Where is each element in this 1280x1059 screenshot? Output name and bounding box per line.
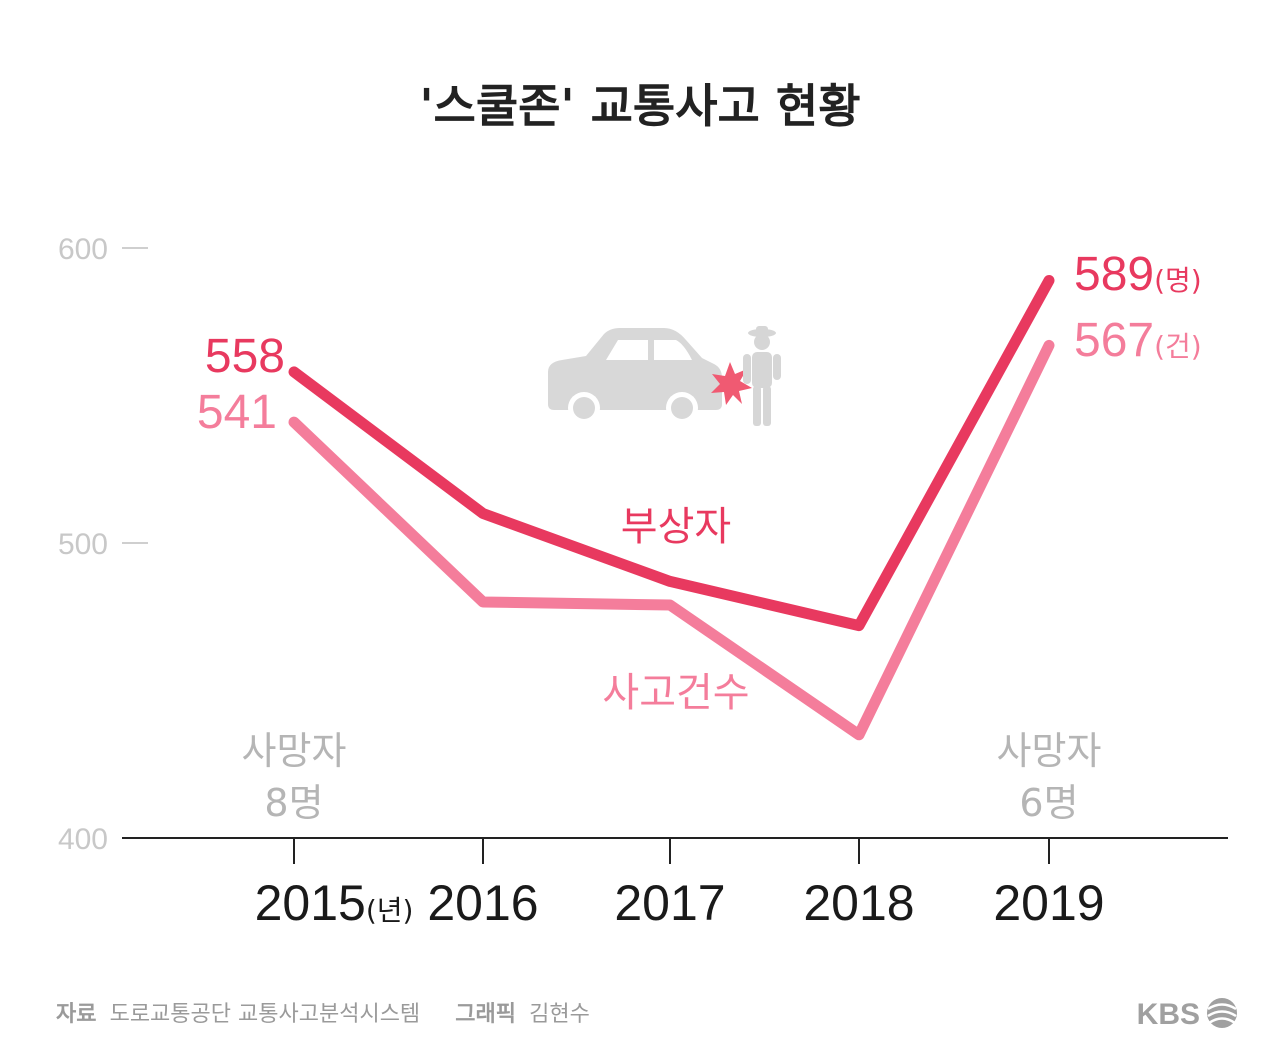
x-tick-label: 2017 (614, 875, 725, 931)
accidents-end-unit: (건) (1154, 330, 1202, 363)
series-line-injured (288, 275, 1055, 632)
x-tick-year: 2019 (993, 875, 1104, 931)
injured-start-value: 558 (205, 330, 285, 383)
car-pedestrian-crash-icon (548, 326, 781, 426)
chart-title: '스쿨존' 교통사고 현황 (419, 79, 860, 133)
graphic-label: 그래픽 (455, 1002, 516, 1027)
series-label-accidents: 사고건수 (602, 670, 749, 716)
x-tick-year: 2018 (803, 875, 914, 931)
y-tick-label: 600 (58, 233, 108, 266)
x-tick-label: 2015(년) (255, 875, 414, 931)
x-axis: 2015(년) 2016 2017 2018 2019 (122, 837, 1228, 931)
kbs-logo: KBS (1137, 998, 1237, 1031)
death-end-line1: 사망자 (997, 729, 1102, 773)
injured-end-number: 589 (1074, 248, 1154, 301)
series-line-accidents (288, 339, 1055, 741)
series-lines (288, 275, 1055, 741)
death-start-line1: 사망자 (242, 729, 347, 773)
x-tick-year: 2017 (614, 875, 725, 931)
x-tick-year: 2016 (427, 875, 538, 931)
death-annotation-end: 사망자 6명 (997, 729, 1102, 825)
graphic-text: 김현수 (529, 1002, 590, 1027)
x-tick-unit: (년) (366, 894, 414, 927)
accidents-end-value: 567(건) (1074, 314, 1202, 367)
footer-credits: 자료 도로교통공단 교통사고분석시스템 그래픽 김현수 (56, 1002, 590, 1027)
x-tick-label: 2019 (993, 875, 1104, 931)
y-tick-label: 500 (58, 528, 108, 561)
source-label: 자료 (56, 1002, 96, 1027)
logo-text: KBS (1137, 998, 1200, 1031)
x-tick-year: 2015 (255, 875, 366, 931)
death-start-line2: 8명 (264, 781, 323, 825)
death-annotation-start: 사망자 8명 (242, 729, 347, 825)
source-text: 도로교통공단 교통사고분석시스템 (110, 1002, 421, 1027)
y-axis: 400 500 600 (58, 233, 148, 856)
injured-end-unit: (명) (1154, 264, 1202, 297)
accidents-start-value: 541 (197, 386, 277, 439)
y-tick-label: 400 (58, 823, 108, 856)
injured-end-value: 589(명) (1074, 248, 1202, 301)
value-labels: 558 541 589(명) 567(건) (197, 248, 1202, 439)
x-tick-label: 2016 (427, 875, 538, 931)
death-end-line2: 6명 (1019, 781, 1078, 825)
series-label-injured: 부상자 (621, 504, 731, 550)
accidents-end-number: 567 (1074, 314, 1154, 367)
x-tick-label: 2018 (803, 875, 914, 931)
